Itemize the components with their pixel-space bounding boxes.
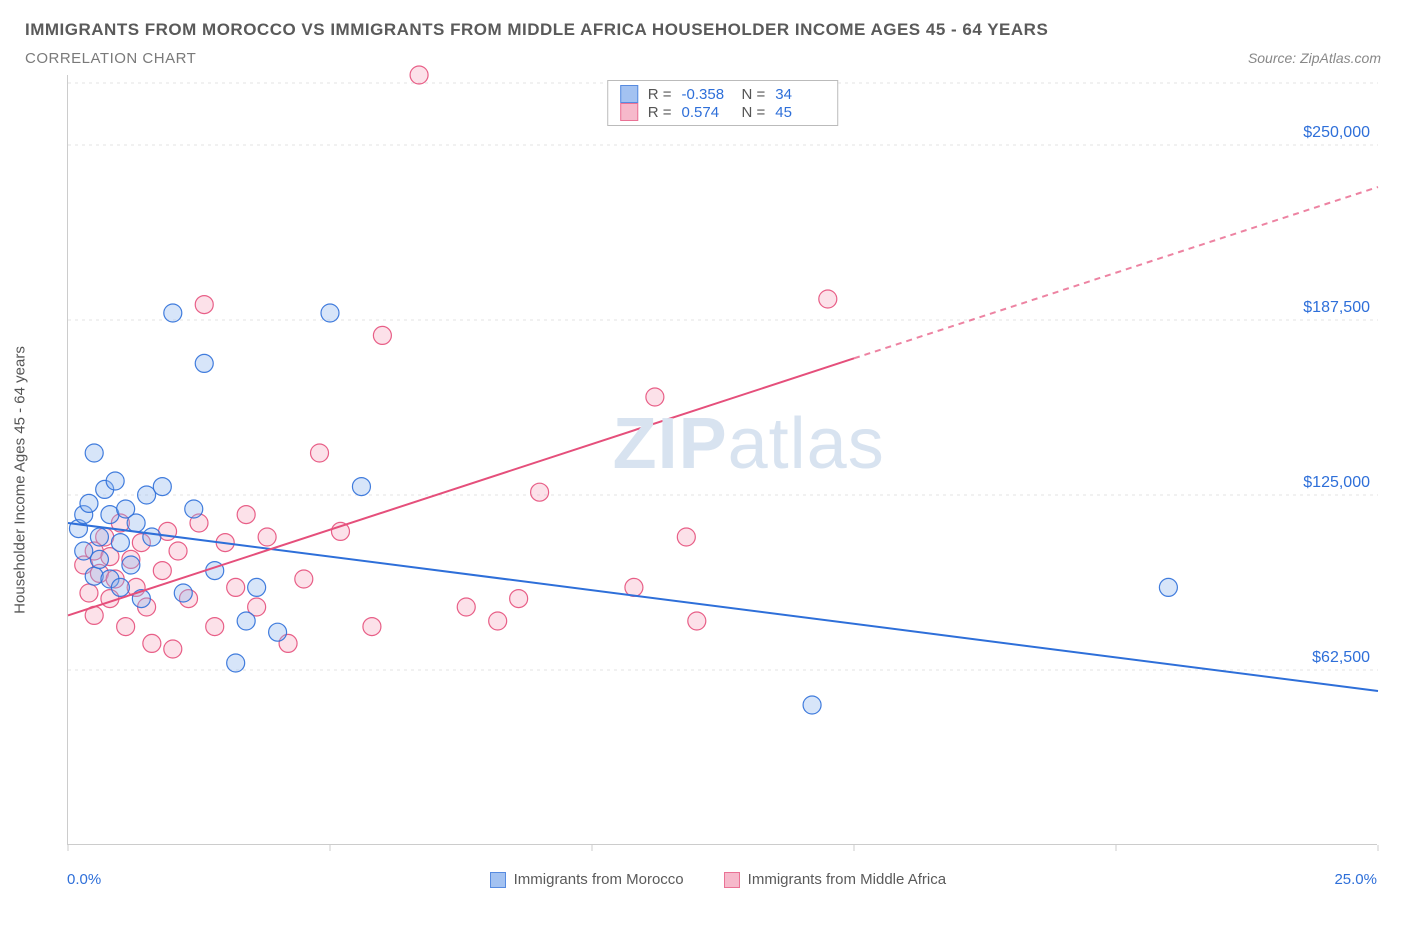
n-label: N = xyxy=(742,86,766,103)
stat-row-series-1: R = 0.574 N = 45 xyxy=(620,103,826,121)
r-value-1: 0.574 xyxy=(682,104,732,121)
svg-text:$250,000: $250,000 xyxy=(1303,124,1370,141)
scatter-svg: $62,500 $125,000 $187,500 $250,000 xyxy=(68,75,1378,845)
n-value-0: 34 xyxy=(775,86,825,103)
source-prefix: Source: xyxy=(1248,50,1300,66)
legend-swatch-0 xyxy=(490,872,506,888)
correlation-legend-box: R = -0.358 N = 34 R = 0.574 N = 45 xyxy=(607,80,839,126)
legend-swatch-1 xyxy=(724,872,740,888)
x-max-label: 25.0% xyxy=(1334,871,1377,888)
x-min-label: 0.0% xyxy=(67,871,101,888)
plot-area: $62,500$125,000$187,500$250,000 ZIPatlas… xyxy=(67,75,1377,845)
r-value-0: -0.358 xyxy=(682,86,732,103)
n-label: N = xyxy=(742,104,766,121)
svg-text:$62,500: $62,500 xyxy=(1312,649,1370,666)
source-name: ZipAtlas.com xyxy=(1300,50,1381,66)
n-value-1: 45 xyxy=(775,104,825,121)
y-axis-label: Householder Income Ages 45 - 64 years xyxy=(12,346,29,614)
legend-item-1: Immigrants from Middle Africa xyxy=(724,871,946,888)
header: IMMIGRANTS FROM MOROCCO VS IMMIGRANTS FR… xyxy=(25,20,1381,67)
r-label: R = xyxy=(648,86,672,103)
main-title: IMMIGRANTS FROM MOROCCO VS IMMIGRANTS FR… xyxy=(25,20,1381,40)
legend-item-0: Immigrants from Morocco xyxy=(490,871,684,888)
stat-row-series-0: R = -0.358 N = 34 xyxy=(620,85,826,103)
svg-text:$125,000: $125,000 xyxy=(1303,474,1370,491)
svg-text:$187,500: $187,500 xyxy=(1303,299,1370,316)
r-label: R = xyxy=(648,104,672,121)
source-attribution: Source: ZipAtlas.com xyxy=(1248,50,1381,66)
legend-label-0: Immigrants from Morocco xyxy=(514,871,684,888)
series-legend: Immigrants from Morocco Immigrants from … xyxy=(490,871,946,888)
legend-label-1: Immigrants from Middle Africa xyxy=(748,871,946,888)
subtitle: CORRELATION CHART xyxy=(25,50,196,67)
swatch-series-1 xyxy=(620,103,638,121)
chart-container: Householder Income Ages 45 - 64 years $6… xyxy=(25,75,1381,885)
swatch-series-0 xyxy=(620,85,638,103)
x-axis-legend-row: 0.0% Immigrants from Morocco Immigrants … xyxy=(67,871,1377,888)
